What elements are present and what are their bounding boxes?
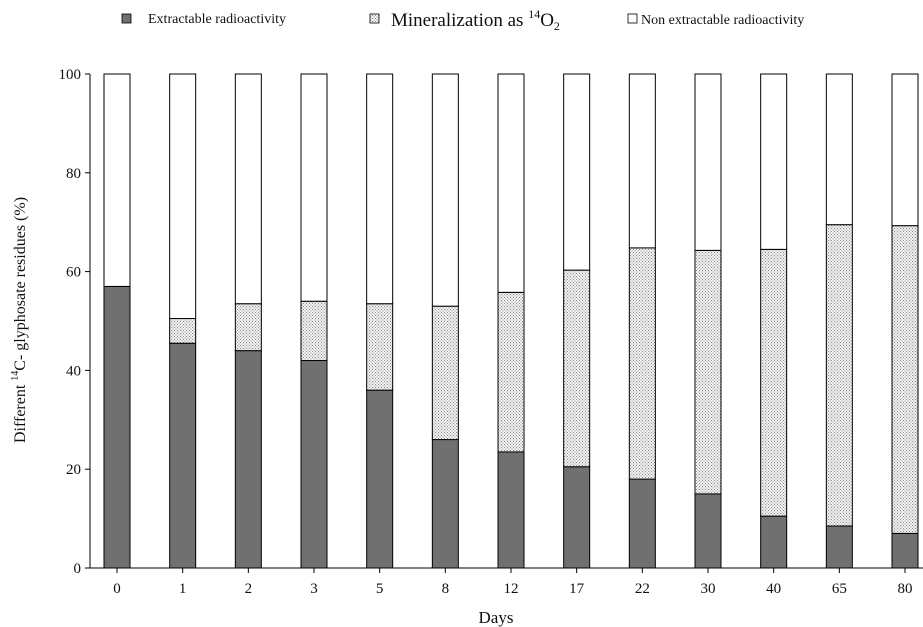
bar-non_extractable-day-22 [628, 73, 656, 249]
bar-mineralization-day-40 [760, 248, 788, 517]
x-tick-label: 5 [376, 581, 384, 597]
bar-non_extractable-day-8 [431, 73, 459, 307]
bar-mineralization-day-1 [169, 318, 197, 344]
bars [103, 73, 919, 569]
x-tick-label: 12 [504, 581, 519, 597]
y-tick-label: 40 [66, 363, 81, 379]
x-tick-label: 40 [766, 581, 781, 597]
bar-non_extractable-day-3 [300, 73, 328, 302]
x-tick-label: 0 [113, 581, 121, 597]
bar-extractable-day-17 [563, 466, 591, 569]
bar-extractable-day-5 [366, 389, 394, 569]
bar-mineralization-day-2 [234, 303, 262, 352]
bar-non_extractable-day-0 [103, 73, 131, 287]
x-axis-label: Days [479, 608, 514, 627]
bar-extractable-day-8 [431, 439, 459, 569]
bar-mineralization-day-22 [628, 247, 656, 480]
y-tick-label: 80 [66, 166, 81, 182]
bar-mineralization-day-3 [300, 300, 328, 362]
y-tick-label: 20 [66, 462, 81, 478]
bar-non_extractable-day-80 [891, 73, 919, 227]
x-tick-label: 17 [569, 581, 585, 597]
y-axis-label-prefix: Different [12, 381, 29, 443]
bar-extractable-day-12 [497, 451, 525, 569]
bar-non_extractable-day-65 [825, 73, 853, 226]
x-tick-label: 30 [701, 581, 716, 597]
bar-extractable-day-0 [103, 285, 131, 569]
legend-swatch-mineralization [369, 13, 380, 24]
y-axis-label: Different 14C- glyphosate residues (%) [10, 197, 29, 443]
bar-extractable-day-65 [825, 525, 853, 569]
bar-extractable-day-30 [694, 493, 722, 569]
y-tick-label: 60 [66, 265, 81, 281]
legend: Extractable radioactivity Mineralization… [121, 7, 804, 33]
bar-mineralization-day-80 [891, 225, 919, 534]
x-tick-label: 1 [179, 581, 187, 597]
bar-extractable-day-80 [891, 532, 919, 569]
legend-mineralization-sub: 2 [554, 19, 560, 33]
x-tick-label: 65 [832, 581, 847, 597]
legend-mineralization-sup: 14 [528, 7, 540, 21]
x-tick-label: 8 [442, 581, 450, 597]
y-axis-label-suffix: C- glyphosate residues (%) [12, 197, 29, 371]
x-tick-label: 3 [310, 581, 318, 597]
x-tick-label: 80 [898, 581, 913, 597]
y-axis-label-sup: 14 [10, 371, 21, 381]
y-tick-label: 100 [59, 67, 82, 83]
bar-non_extractable-day-2 [234, 73, 262, 305]
legend-label-extractable: Extractable radioactivity [148, 12, 286, 27]
bar-extractable-day-40 [760, 515, 788, 569]
bar-mineralization-day-65 [825, 224, 853, 527]
x-tick-label: 22 [635, 581, 650, 597]
x-tick-label: 2 [245, 581, 253, 597]
bar-mineralization-day-30 [694, 249, 722, 495]
bar-non_extractable-day-17 [563, 73, 591, 271]
bar-extractable-day-1 [169, 342, 197, 569]
bar-non_extractable-day-12 [497, 73, 525, 293]
bar-non_extractable-day-40 [760, 73, 788, 250]
bar-mineralization-day-5 [366, 303, 394, 391]
bar-non_extractable-day-30 [694, 73, 722, 251]
bar-non_extractable-day-1 [169, 73, 197, 320]
bar-extractable-day-22 [628, 478, 656, 569]
legend-mineralization-prefix: Mineralization as [391, 10, 528, 31]
bar-extractable-day-3 [300, 360, 328, 569]
legend-mineralization-base: O [540, 10, 554, 31]
bar-mineralization-day-8 [431, 305, 459, 441]
bar-mineralization-day-17 [563, 269, 591, 468]
legend-label-mineralization: Mineralization as 14O2 [391, 7, 560, 33]
bar-non_extractable-day-5 [366, 73, 394, 305]
legend-swatch-non-extractable [627, 13, 638, 24]
bar-mineralization-day-12 [497, 291, 525, 453]
legend-label-non-extractable: Non extractable radioactivity [641, 13, 804, 28]
bar-extractable-day-2 [234, 350, 262, 569]
legend-swatch-extractable [121, 13, 132, 24]
y-tick-label: 0 [74, 561, 82, 577]
